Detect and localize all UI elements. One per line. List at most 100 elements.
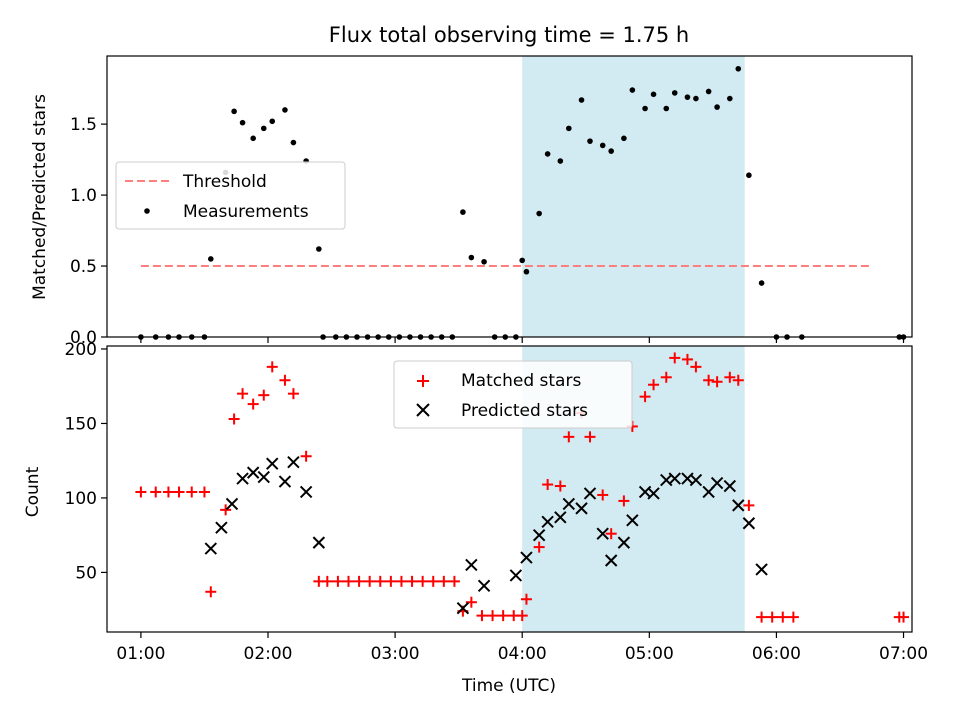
top-shaded-region [522,56,745,337]
matched-star-point [385,575,397,587]
matched-star-point [343,575,354,587]
top-y-axis-label: Matched/Predicted stars [30,94,50,300]
predicted-star-point [299,485,313,499]
matched-star-point [266,361,278,373]
matched-star-point [173,486,185,498]
measurement-point [629,87,636,93]
predicted-star-point [596,527,609,540]
matched-star-point [364,575,376,587]
measurement-point [208,256,214,262]
y-tick-label: 0.5 [70,257,97,277]
predicted-star-point [509,569,523,582]
predicted-star-point [647,487,660,500]
matched-stars-layer [135,352,910,623]
predicted-stars-layer [204,455,768,615]
predicted-star-point [257,470,270,484]
x-tick-label: 06:00 [752,644,801,664]
bottom-y-axis-label: Count [23,466,43,517]
matched-star-point [605,528,617,540]
measurement-point [523,268,530,275]
measurement-point [671,90,678,96]
measurement-point [663,105,670,112]
matched-star-point [554,480,566,492]
matched-star-point [395,575,407,587]
predicted-star-point [732,499,745,512]
predicted-star-point [562,497,576,511]
matched-star-point [353,575,365,587]
matched-star-point [374,575,386,587]
legend-threshold-label: Threshold [182,172,267,192]
predicted-star-point [583,487,597,500]
matched-star-point [476,610,488,622]
matched-star-point [135,486,147,498]
predicted-star-point [465,558,478,572]
measurement-point [642,105,648,112]
measurement-point [714,104,720,110]
predicted-star-point [626,514,639,527]
matched-star-point [681,353,693,365]
measurement-point [481,258,487,265]
matched-star-point [150,486,162,498]
predicted-star-point [477,579,491,593]
matched-star-point [228,413,240,425]
matched-star-point [520,593,532,605]
x-tick-label: 05:00 [625,644,674,664]
matched-star-point [162,486,174,498]
matched-star-point [287,388,299,400]
top-legend-box [115,161,346,230]
matched-star-point [186,486,198,498]
predicted-star-point [204,542,218,555]
predicted-star-point [541,515,554,528]
matched-star-point [247,398,259,410]
matched-star-point [743,499,755,511]
x-tick-label: 07:00 [879,644,928,664]
predicted-star-point [456,601,470,615]
legend-matched-swatch [417,375,429,387]
legend-predicted-label: Predicted stars [461,401,588,421]
top-y-axis-ticks: 0.0 0.5 1.0 1.5 [70,115,107,348]
x-tick-label: 01:00 [116,644,165,664]
matched-star-point [198,486,210,498]
predicted-star-point [246,466,260,479]
measurement-point [587,138,593,144]
top-panel: 0.0 0.5 1.0 1.5 Matched/Predicted stars Thr… [30,55,913,348]
matched-star-point [258,389,270,401]
predicted-star-point [755,563,768,576]
legend-measurements-swatch [144,208,150,214]
predicted-star-point [710,476,724,490]
matched-star-point [732,374,744,386]
measurement-point [758,280,765,286]
measurement-point [599,142,606,149]
predicted-star-point [742,517,756,530]
matched-star-point [406,575,418,587]
matched-star-point [237,388,249,400]
top-chart-title: Flux total observing time = 1.75 h [329,23,689,47]
y-tick-label: 100 [65,489,97,509]
matched-star-point [487,610,499,622]
matched-star-point [639,391,651,403]
predicted-star-point [266,457,279,470]
measurement-point [684,94,691,100]
x-tick-label: 04:00 [498,644,547,664]
predicted-star-point [520,551,533,564]
matched-star-point [898,611,910,623]
measurement-point [316,246,322,252]
measurement-point [705,88,712,95]
matched-star-point [220,504,232,516]
matched-star-point [756,611,768,623]
measurement-point [519,257,526,264]
matched-star-point [438,575,450,587]
predicted-star-point [617,536,631,549]
matched-star-point [205,586,217,598]
measurement-point [269,118,276,125]
matched-star-point [321,575,333,587]
measurement-point [608,148,614,154]
bottom-x-axis-ticks: 01:00 02:00 03:00 04:00 05:00 06:00 07:00 [116,632,928,664]
predicted-star-point [604,554,618,567]
matched-star-point [279,374,291,386]
predicted-star-point [723,479,737,493]
measurement-point [468,254,475,261]
predicted-star-point [575,502,588,515]
top-legend: Threshold Measurements [115,161,346,230]
